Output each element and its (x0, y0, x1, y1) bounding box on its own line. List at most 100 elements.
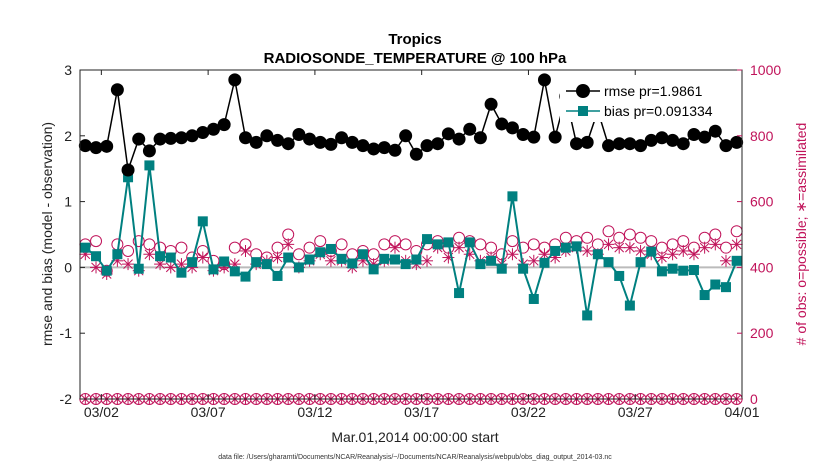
bias-point (518, 263, 529, 274)
rmse-point (516, 127, 530, 141)
asterisk-stroke (539, 249, 550, 260)
possible-obs-marker (292, 248, 305, 261)
bias-point (389, 254, 400, 265)
assimilated-obs-marker (388, 241, 401, 254)
asterisk-stroke (528, 255, 539, 266)
x-tick-label: 03/17 (404, 404, 439, 420)
assimilated-obs-marker (709, 238, 722, 251)
assimilated-obs-marker (90, 261, 103, 274)
possible-obs-marker (602, 225, 615, 238)
bias-point (347, 258, 358, 269)
asterisk-stroke (710, 239, 721, 250)
bias-point (443, 237, 454, 248)
x-tick-label: 03/02 (84, 404, 119, 420)
bias-point (411, 254, 422, 265)
legend-bias-marker (578, 106, 588, 116)
bias-point (710, 279, 721, 290)
rmse-point (239, 131, 252, 145)
assimilated-obs-marker (655, 251, 668, 264)
y2-tick-label: 1000 (750, 62, 781, 78)
rmse-point (687, 127, 701, 141)
rmse-point (324, 137, 338, 151)
bias-point (635, 257, 646, 268)
rmse-point (388, 143, 402, 157)
rmse-point (441, 127, 455, 141)
bias-point (699, 290, 710, 301)
possible-obs-marker (132, 235, 145, 248)
bias-point (720, 282, 731, 293)
rmse-point (153, 132, 167, 146)
x-tick-label: 04/01 (724, 404, 759, 420)
assimilated-obs-marker (324, 254, 337, 267)
asterisk-stroke (731, 239, 742, 250)
assimilated-obs-marker (719, 254, 732, 267)
possible-obs-marker (527, 238, 540, 251)
asterisk-stroke (667, 249, 678, 260)
bias-point (400, 259, 411, 270)
rmse-point (271, 133, 285, 147)
rmse-point (335, 131, 349, 145)
rmse-point (463, 122, 477, 136)
possible-obs-marker (517, 241, 530, 254)
possible-obs-marker (719, 241, 732, 254)
asterisk-stroke (123, 259, 133, 269)
rmse-point (666, 133, 680, 147)
assimilated-obs-marker (453, 241, 466, 254)
rmse-point (580, 135, 594, 149)
rmse-point (634, 139, 648, 153)
asterisk-stroke (326, 255, 336, 266)
bias-point (464, 237, 475, 248)
rmse-point (132, 132, 146, 146)
bias-point (688, 265, 699, 276)
series-layer (78, 73, 744, 321)
asterisk-stroke (240, 246, 251, 256)
y-tick-label: -1 (60, 325, 73, 341)
rmse-point (409, 147, 423, 161)
assimilated-obs-marker (730, 238, 743, 251)
possible-obs-marker (506, 235, 519, 248)
assimilated-obs-marker (239, 244, 252, 257)
possible-obs-marker (378, 238, 391, 251)
possible-obs-marker (335, 238, 348, 251)
y2-tick-label: 600 (750, 194, 774, 210)
rmse-point (537, 73, 551, 87)
bias-point (251, 257, 262, 268)
rmse-point (420, 139, 434, 153)
bias-point (731, 255, 742, 266)
rmse-point (644, 133, 658, 147)
bias-point (507, 191, 518, 202)
bias-point (475, 259, 486, 270)
bias-point (293, 262, 304, 273)
rmse-point (495, 117, 509, 131)
bias-point (656, 266, 667, 277)
assimilated-obs-marker (196, 251, 209, 264)
assimilated-obs-marker (421, 254, 434, 267)
rmse-point (399, 129, 413, 143)
bias-point (486, 255, 497, 266)
rmse-point (367, 142, 381, 156)
rmse-point (698, 130, 712, 144)
rmse-point (431, 137, 445, 151)
bias-point (667, 263, 678, 274)
rmse-point (217, 118, 231, 132)
rmse-point (292, 127, 306, 141)
bias-point (219, 256, 230, 267)
assimilated-obs-marker (143, 248, 156, 261)
possible-obs-marker (474, 238, 487, 251)
bias-point (261, 259, 272, 270)
rmse-point (228, 73, 242, 87)
asterisk-stroke (144, 249, 155, 260)
bias-point (91, 251, 102, 262)
bias-point (80, 242, 91, 253)
rmse-point (260, 129, 274, 143)
bias-point (496, 263, 507, 274)
rmse-point (206, 122, 220, 136)
possible-obs-marker (122, 244, 135, 257)
rmse-point (708, 124, 722, 138)
asterisk-stroke (625, 242, 635, 253)
bias-point (560, 242, 571, 253)
rmse-point (303, 132, 317, 146)
rmse-point (121, 163, 135, 177)
assimilated-obs-marker (677, 244, 690, 257)
rmse-point (505, 121, 519, 135)
